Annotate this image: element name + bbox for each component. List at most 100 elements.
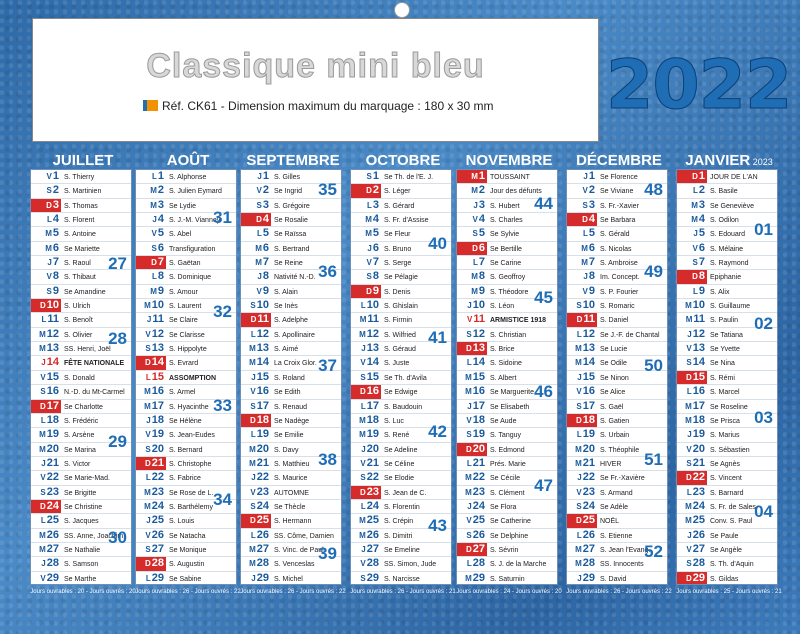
day-number: S28 (686, 557, 705, 570)
weekday-letter: V (366, 258, 372, 268)
day-number: M24 (685, 499, 705, 512)
day-row: J12 Se Tatiana (677, 327, 777, 343)
day-row: D4 Se Rosalie (241, 213, 341, 228)
saint-name: S. Christian (490, 331, 527, 339)
day-row: M23 S. Clément (457, 486, 557, 500)
weekday-letter: M (575, 544, 582, 554)
day-row: S10 Se Inès (241, 299, 341, 314)
saint-name: Se Adeline (384, 446, 418, 454)
day-row: V27 Se Angèle (677, 543, 777, 558)
weekday-letter: V (686, 544, 692, 554)
weekday-letter: L (692, 286, 698, 296)
day-number: D6 (457, 241, 487, 256)
saint-name: S. Benoît (64, 317, 93, 325)
day-row: S24 Se Thècle (241, 500, 341, 515)
weekday-letter: M (685, 501, 692, 511)
saint-name: S. Rémi (710, 374, 735, 382)
day-number: M23 (465, 485, 485, 498)
day-number: D20 (457, 442, 487, 456)
weekday-letter: L (40, 415, 46, 425)
day-row: V7 S. Serge (351, 256, 451, 271)
weekday-letter: S (472, 229, 478, 239)
day-row: M14 Se Odile (567, 356, 667, 371)
day-number: V23 (250, 485, 269, 498)
weekday-letter: M (150, 186, 157, 196)
month-column: S1 Se Th. de l'E. J. D2 S. Léger L3 S. Gérard… (350, 169, 452, 585)
saint-name: Se Aude (490, 417, 517, 425)
day-number: M16 (465, 385, 485, 398)
week-number: 39 (318, 544, 337, 563)
saint-name: FÊTE NATIONALE (64, 360, 125, 368)
weekday-letter: M (39, 430, 46, 440)
day-row: M7 Se Reine (241, 256, 341, 271)
day-number: M9 (471, 284, 485, 297)
day-number: L1 (151, 170, 164, 182)
month-year-sub: 2023 (750, 157, 773, 167)
saint-name: Se Natacha (169, 532, 206, 540)
saint-name: Transfiguration (169, 245, 216, 253)
week-number: 43 (428, 516, 447, 535)
weekday-letter: S (145, 444, 151, 454)
day-row: L1 S. Alphonse (136, 170, 236, 185)
day-number: J12 (687, 327, 705, 340)
day-number: M17 (144, 399, 164, 412)
weekday-letter: S (46, 286, 52, 296)
weekday-letter: D (359, 387, 366, 397)
saint-name: S. Armel (169, 389, 196, 397)
weekday-letter: D (575, 516, 582, 526)
weekday-letter: J (257, 172, 262, 181)
saint-name: Se Fleur (384, 231, 411, 239)
saint-name: Se Nadège (274, 417, 310, 425)
weekday-letter: S (576, 501, 582, 511)
day-row: S22 Se Elodie (351, 471, 451, 486)
day-number: V9 (256, 284, 269, 297)
weekday-letter: L (360, 401, 366, 411)
day-row: M17 S. Hyacinthe (136, 400, 236, 414)
day-row: S12 S. Christian (457, 328, 557, 343)
day-number: V15 (40, 370, 59, 383)
day-number: M25 (359, 514, 379, 527)
month-name: AOÛT (166, 152, 210, 169)
day-number: L25 (40, 514, 59, 527)
saint-name: Se Ingrid (274, 188, 303, 196)
saint-name: Se Paule (710, 532, 739, 540)
day-number: M11 (685, 313, 705, 326)
weekday-letter: L (145, 573, 151, 583)
day-number: D4 (567, 213, 597, 227)
saint-name: Epiphanie (710, 274, 742, 282)
saint-name: S. Maurice (274, 475, 308, 483)
day-row: M24 S. Fr. de Sales (677, 499, 777, 515)
working-days-footer: Jours ouvrables : 26 - Jours ouvrés : 21 (350, 589, 456, 595)
day-number: L18 (40, 413, 59, 426)
saint-name: Im. Concept. (600, 274, 640, 282)
weekday-letter: L (466, 358, 472, 368)
day-row: L29 Se Sabine (136, 572, 236, 584)
day-row: D17 Se Charlotte (31, 399, 131, 414)
weekday-letter: V (360, 458, 366, 468)
saint-name: Se Edwige (384, 389, 418, 397)
day-number: D11 (241, 313, 271, 327)
day-row: L18 S. Frédéric (31, 413, 131, 429)
saint-name: S. Armand (600, 489, 633, 497)
saint-name: S. Saturnin (490, 575, 525, 583)
weekday-letter: V (250, 387, 256, 397)
day-row: D16 Se Edwige (351, 385, 451, 400)
weekday-letter: M (575, 358, 582, 368)
weekday-letter: J (251, 372, 256, 382)
day-row: J22 Se Fr.-Xavière (567, 471, 667, 486)
day-row: L3 S. Gérard (351, 199, 451, 214)
day-row: V16 Se Alice (567, 385, 667, 400)
saint-name: S. Florent (64, 217, 95, 225)
day-number: M19 (39, 428, 59, 441)
weekday-letter: S (40, 387, 46, 397)
day-number: V16 (250, 385, 269, 398)
weekday-letter: S (360, 473, 366, 483)
day-number: S29 (360, 571, 379, 584)
week-number: 45 (534, 288, 553, 307)
day-number: V14 (360, 356, 379, 369)
weekday-letter: V (256, 186, 262, 196)
weekday-letter: V (692, 243, 698, 253)
saint-name: S. Urbain (600, 432, 630, 440)
saint-name: Se Geneviève (710, 202, 754, 210)
day-number: M17 (685, 399, 705, 412)
